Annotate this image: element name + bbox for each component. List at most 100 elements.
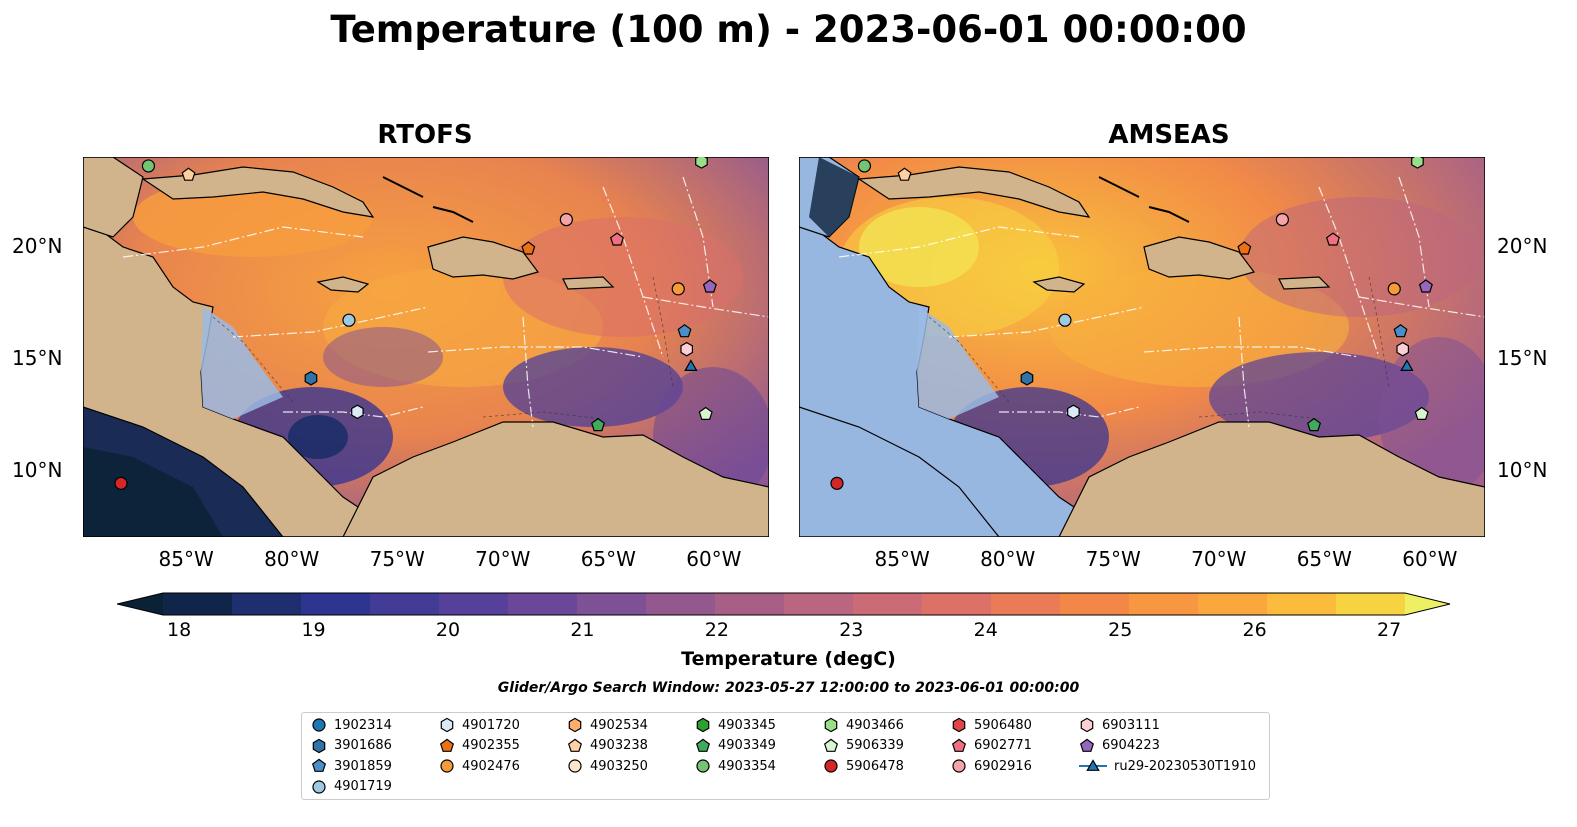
legend-item-label: 4901720 bbox=[462, 717, 520, 733]
colorbar-tick-label: 20 bbox=[435, 619, 461, 641]
lon-tick-label: 80°W bbox=[980, 547, 1036, 571]
legend-marker-icon bbox=[951, 738, 967, 752]
float-marker-3901686 bbox=[304, 371, 318, 386]
float-marker-4901719 bbox=[342, 313, 356, 327]
colorbar-segment bbox=[991, 593, 1061, 615]
float-marker-6902916 bbox=[1275, 212, 1289, 227]
colorbar-segment bbox=[646, 593, 716, 615]
colorbar-tick-label: 18 bbox=[167, 619, 192, 641]
colorbar-segment bbox=[922, 593, 992, 615]
legend-marker-icon bbox=[823, 738, 839, 752]
legend-item: 4903345 bbox=[694, 716, 776, 734]
float-marker-4901720 bbox=[1067, 404, 1080, 420]
colorbar-segment bbox=[715, 593, 785, 615]
float-marker-3901686 bbox=[1020, 371, 1034, 386]
legend-marker-icon bbox=[1080, 717, 1094, 733]
legend-marker-icon bbox=[312, 738, 326, 753]
legend-item: 4902476 bbox=[438, 757, 520, 775]
legend-item: 3901686 bbox=[310, 737, 392, 755]
legend-item: 4901720 bbox=[438, 716, 520, 734]
float-marker-4903349 bbox=[591, 417, 606, 432]
lon-tick-label: 80°W bbox=[264, 547, 320, 571]
lon-tick-label: 65°W bbox=[580, 547, 636, 571]
legend-marker-icon bbox=[568, 759, 582, 773]
float-marker-6902916 bbox=[559, 212, 573, 227]
lat-tick-label: 20°N bbox=[1497, 234, 1548, 259]
lat-tick-label: 15°N bbox=[12, 346, 63, 371]
legend-item: ru29-20230530T1910 bbox=[1078, 757, 1256, 775]
colorbar-segment bbox=[1129, 593, 1199, 615]
float-marker-4903349 bbox=[1307, 417, 1322, 432]
legend-item-label: 6902771 bbox=[974, 738, 1032, 753]
colorbar-segment bbox=[1267, 593, 1337, 615]
legend-marker-icon bbox=[440, 717, 454, 733]
lon-tick-label: 75°W bbox=[369, 547, 425, 571]
colorbar-tick-label: 26 bbox=[1242, 619, 1267, 641]
legend-marker-icon bbox=[439, 738, 455, 752]
legend-item: 5906478 bbox=[822, 757, 904, 775]
legend-marker-icon bbox=[696, 717, 710, 733]
legend-item: 6902916 bbox=[950, 757, 1032, 775]
legend-marker-icon bbox=[695, 738, 711, 752]
legend-item: 4903250 bbox=[566, 757, 648, 775]
colorbar-segment bbox=[577, 593, 647, 615]
legend-item: 4903349 bbox=[694, 737, 776, 755]
legend-item-label: ru29-20230530T1910 bbox=[1114, 758, 1257, 774]
legend-item-label: 5906478 bbox=[846, 758, 904, 774]
legend-marker-icon bbox=[440, 759, 454, 773]
legend-item: 5906480 bbox=[950, 716, 1032, 734]
colorbar-tick-label: 19 bbox=[301, 619, 326, 641]
search-window-text: Glider/Argo Search Window: 2023-05-27 12… bbox=[497, 680, 1080, 696]
legend-item-label: 4902534 bbox=[590, 717, 648, 733]
float-marker-4903238 bbox=[181, 167, 196, 181]
lat-tick-label: 10°N bbox=[12, 457, 63, 482]
legend-marker-icon bbox=[568, 717, 582, 733]
legend-item-label: 4901719 bbox=[334, 779, 392, 794]
figure-title: Temperature (100 m) - 2023-06-01 00:00:0… bbox=[330, 8, 1247, 51]
lat-tick-label: 15°N bbox=[1497, 346, 1548, 371]
legend: 1902314 3901686 3901859 4901719 4901720 49023… bbox=[301, 712, 1270, 800]
colorbar-segment bbox=[370, 593, 440, 615]
colorbar-segment bbox=[439, 593, 509, 615]
float-marker-6903111 bbox=[680, 341, 694, 357]
lon-tick-label: 70°W bbox=[1191, 547, 1247, 571]
legend-item-label: 4903466 bbox=[846, 717, 904, 733]
legend-item: 4903466 bbox=[822, 716, 904, 734]
colorbar-tick-label: 22 bbox=[704, 619, 729, 641]
legend-item-label: 1902314 bbox=[334, 717, 392, 733]
float-marker-4902476 bbox=[671, 282, 685, 296]
lon-tick-label: 65°W bbox=[1296, 547, 1352, 571]
legend-marker-icon bbox=[824, 759, 838, 773]
legend-item-label: 6902916 bbox=[974, 758, 1032, 774]
legend-marker-icon bbox=[567, 738, 583, 752]
colorbar-segment bbox=[232, 593, 302, 615]
float-marker-6904223 bbox=[1418, 279, 1433, 293]
legend-item: 4901719 bbox=[310, 778, 392, 796]
legend-item: 4902355 bbox=[438, 737, 520, 755]
legend-item-label: 4903349 bbox=[718, 738, 776, 753]
float-marker-4901719 bbox=[1058, 313, 1072, 327]
colorbar-segment bbox=[163, 593, 233, 615]
float-marker-4903466 bbox=[1411, 157, 1424, 169]
legend-item: 6902771 bbox=[950, 737, 1032, 755]
float-marker-4902355 bbox=[1237, 241, 1252, 255]
legend-item-label: 5906339 bbox=[846, 738, 904, 753]
legend-marker-icon bbox=[696, 759, 710, 773]
colorbar-segment bbox=[301, 593, 371, 615]
legend-item-label: 6904223 bbox=[1102, 738, 1160, 753]
legend-item: 4902534 bbox=[566, 716, 648, 734]
legend-marker-icon bbox=[952, 717, 966, 733]
float-marker-4903354 bbox=[141, 159, 156, 173]
lon-tick-label: 60°W bbox=[1402, 547, 1458, 571]
float-marker-3901859 bbox=[1393, 324, 1408, 338]
float-marker-5906339 bbox=[1414, 406, 1429, 420]
legend-item: 1902314 bbox=[310, 716, 392, 734]
legend-item-label: 6903111 bbox=[1102, 717, 1160, 733]
colorbar-segment bbox=[508, 593, 578, 615]
legend-item-label: 4903238 bbox=[590, 738, 648, 753]
colorbar-tick-label: 25 bbox=[1108, 619, 1133, 641]
colorbar-tick-label: 27 bbox=[1377, 619, 1402, 641]
legend-marker-icon bbox=[824, 717, 838, 733]
legend-item: 5906339 bbox=[822, 737, 904, 755]
float-marker-3901859 bbox=[677, 324, 692, 338]
